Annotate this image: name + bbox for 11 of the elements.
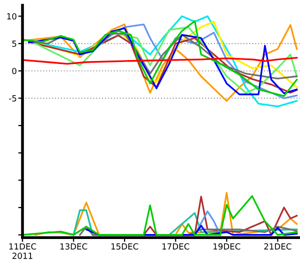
y-tick-label: 5: [12, 40, 16, 47]
y-tick-label: 0: [12, 68, 16, 74]
y-tick-label: -5: [9, 95, 16, 102]
x-tick-label: 21DEC: [264, 243, 292, 250]
x-tick-label: 15DEC: [111, 243, 138, 250]
x-tick-label: 11DEC 2011: [9, 243, 36, 259]
y-tick-label: 10: [7, 13, 16, 20]
x-tick-label: 17DEC: [162, 243, 190, 250]
x-tick-label: 13DEC: [60, 243, 88, 250]
x-tick-label: 19DEC: [214, 243, 240, 250]
line-series: [22, 56, 298, 65]
